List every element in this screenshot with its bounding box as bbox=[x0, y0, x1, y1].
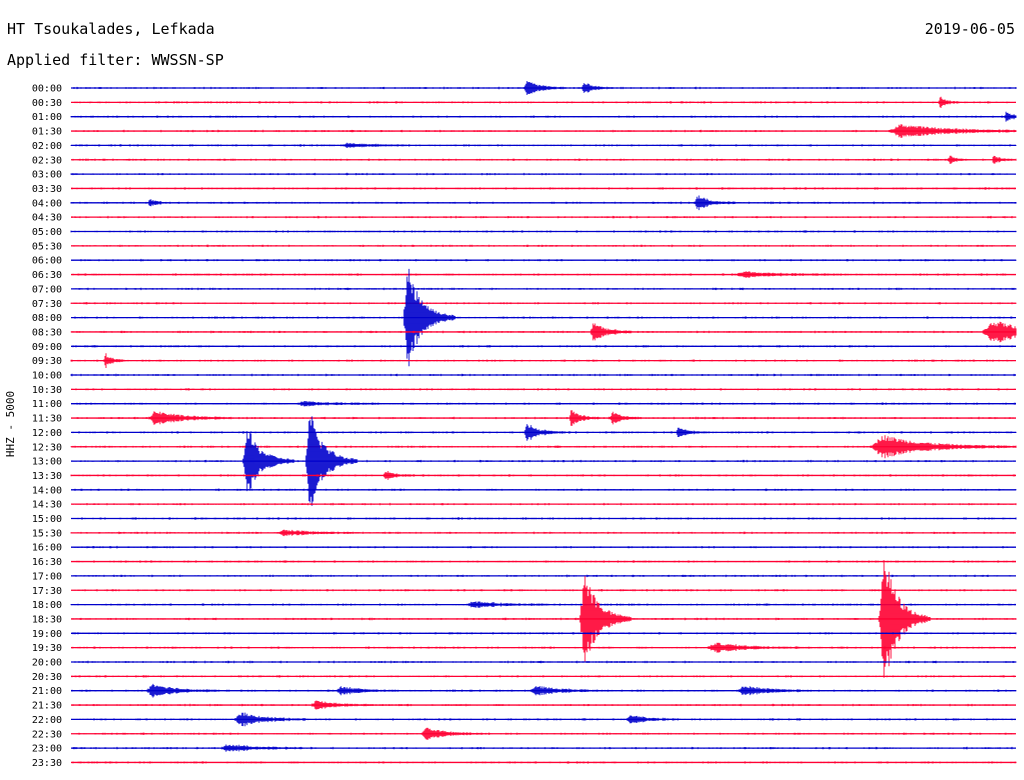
date-label: 2019-06-05 bbox=[924, 20, 1015, 38]
row-label: 21:00 bbox=[32, 686, 62, 697]
row-label: 10:00 bbox=[32, 371, 62, 382]
row-label: 01:00 bbox=[32, 112, 62, 123]
row-label: 20:30 bbox=[32, 672, 62, 683]
row-label: 10:30 bbox=[32, 385, 62, 396]
row-label: 03:30 bbox=[32, 184, 62, 195]
row-label: 04:30 bbox=[32, 213, 62, 224]
row-label: 19:00 bbox=[32, 629, 62, 640]
row-label: 15:30 bbox=[32, 528, 62, 539]
row-label: 23:30 bbox=[32, 758, 62, 769]
row-label: 06:00 bbox=[32, 256, 62, 267]
row-label: 02:30 bbox=[32, 155, 62, 166]
row-label: 20:00 bbox=[32, 658, 62, 669]
row-label: 23:00 bbox=[32, 744, 62, 755]
row-label: 08:30 bbox=[32, 327, 62, 338]
row-label: 00:00 bbox=[32, 84, 62, 95]
row-label: 22:30 bbox=[32, 729, 62, 740]
row-label: 03:00 bbox=[32, 170, 62, 181]
row-labels: 00:00 00:30 01:00 01:30 02:00 02:30 03:00 03:30… bbox=[32, 84, 62, 769]
row-label: 15:00 bbox=[32, 514, 62, 525]
row-label: 14:30 bbox=[32, 500, 62, 511]
row-label: 08:00 bbox=[32, 313, 62, 324]
row-label: 07:00 bbox=[32, 284, 62, 295]
station-title: HT Tsoukalades, Lefkada bbox=[7, 20, 215, 38]
row-label: 17:30 bbox=[32, 586, 62, 597]
row-label: 11:00 bbox=[32, 399, 62, 410]
row-label: 13:30 bbox=[32, 471, 62, 482]
filter-label: Applied filter: WWSSN-SP bbox=[7, 51, 224, 69]
row-label: 05:30 bbox=[32, 241, 62, 252]
y-axis-label: HHZ - 5000 bbox=[4, 391, 17, 457]
row-label: 05:00 bbox=[32, 227, 62, 238]
row-label: 18:00 bbox=[32, 600, 62, 611]
row-label: 00:30 bbox=[32, 98, 62, 109]
row-label: 18:30 bbox=[32, 614, 62, 625]
trace-rows bbox=[70, 81, 1017, 764]
row-label: 11:30 bbox=[32, 414, 62, 425]
row-label: 12:00 bbox=[32, 428, 62, 439]
row-label: 13:00 bbox=[32, 457, 62, 468]
row-label: 22:00 bbox=[32, 715, 62, 726]
row-label: 16:30 bbox=[32, 557, 62, 568]
row-label: 01:30 bbox=[32, 127, 62, 138]
row-label: 16:00 bbox=[32, 543, 62, 554]
row-label: 06:30 bbox=[32, 270, 62, 281]
row-label: 19:30 bbox=[32, 643, 62, 654]
row-label: 04:00 bbox=[32, 198, 62, 209]
row-label: 09:00 bbox=[32, 342, 62, 353]
row-label: 14:00 bbox=[32, 485, 62, 496]
row-label: 07:30 bbox=[32, 299, 62, 310]
row-label: 09:30 bbox=[32, 356, 62, 367]
row-label: 21:30 bbox=[32, 701, 62, 712]
row-label: 12:30 bbox=[32, 442, 62, 453]
row-label: 02:00 bbox=[32, 141, 62, 152]
row-label: 17:00 bbox=[32, 571, 62, 582]
